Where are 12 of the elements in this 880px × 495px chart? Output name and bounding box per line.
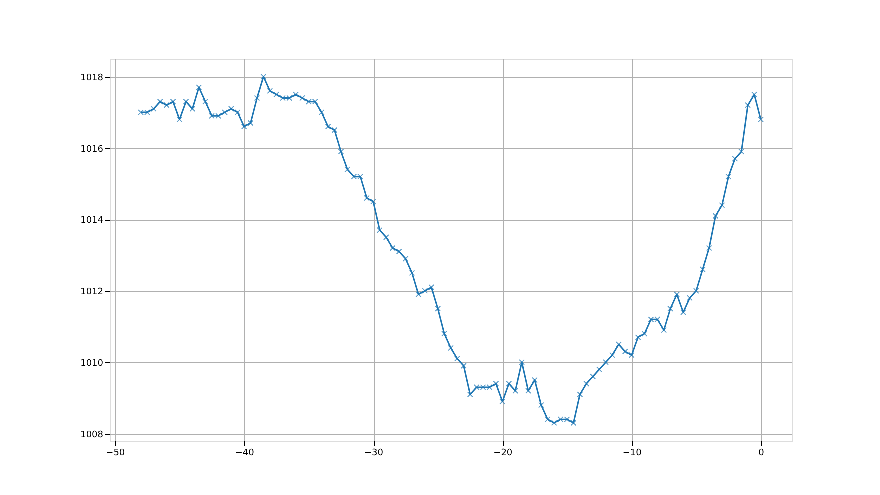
- y-tick-label: 1012: [80, 288, 104, 298]
- y-tick-label: 1010: [80, 358, 104, 369]
- x-tick-label: −40: [235, 448, 255, 458]
- x-tick-label: 0: [758, 448, 765, 458]
- x-tick-label: −30: [364, 448, 384, 458]
- x-tick-label: −50: [106, 448, 126, 458]
- y-tick-label: 1014: [80, 216, 104, 226]
- y-tick-label: 1008: [80, 430, 104, 440]
- x-tick-label: −10: [622, 448, 642, 458]
- y-tick-label: 1018: [80, 73, 104, 84]
- y-tick-label: 1016: [80, 144, 104, 155]
- x-tick-label: −20: [494, 448, 513, 458]
